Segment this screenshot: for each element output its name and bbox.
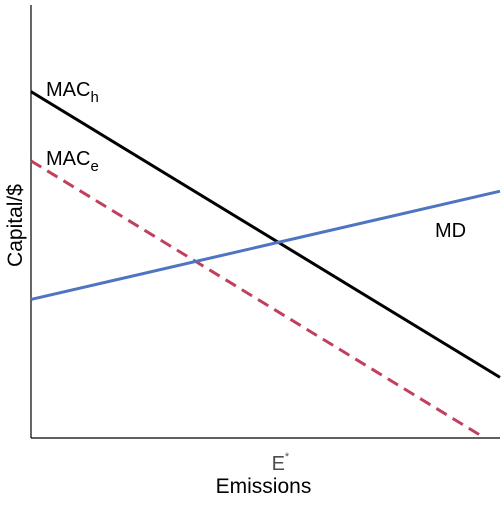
series-label-1: MACe	[46, 148, 99, 175]
y-axis-title: Capital/$	[4, 184, 27, 267]
series-line-1	[30, 159, 483, 438]
series-line-2	[30, 189, 501, 301]
series-layer	[30, 90, 501, 438]
labels-layer: MACh MACe MD E*Emissions Capital/$	[4, 79, 466, 498]
series-line-0	[30, 90, 501, 379]
x-tick-label-0: E*	[272, 451, 290, 475]
x-axis-title: Emissions	[216, 475, 312, 498]
series-label-2: MD	[435, 220, 466, 242]
series-label-0: MACh	[46, 79, 99, 106]
axes	[30, 5, 500, 439]
